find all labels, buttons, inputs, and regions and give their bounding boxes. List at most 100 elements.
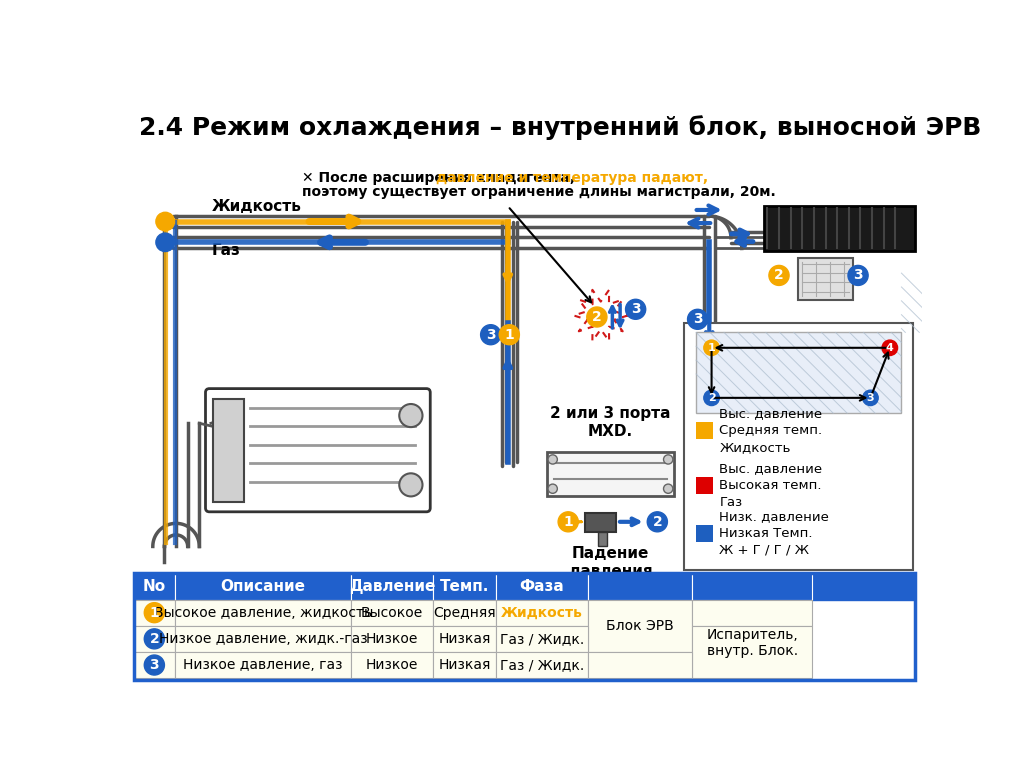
Bar	[588, 600, 692, 652]
Text: Низкое: Низкое	[366, 632, 418, 646]
Circle shape	[500, 325, 519, 345]
Bar	[432, 626, 496, 652]
FancyBboxPatch shape	[206, 389, 430, 511]
Text: Низкое давление, газ: Низкое давление, газ	[183, 658, 343, 672]
Bar	[692, 626, 812, 678]
Circle shape	[626, 300, 646, 319]
Bar	[209, 392, 426, 508]
Bar	[174, 574, 351, 600]
Text: Падение
давления: Падение давления	[567, 547, 652, 579]
Bar	[496, 600, 588, 626]
Text: Фаза: Фаза	[519, 579, 564, 594]
Circle shape	[144, 629, 165, 649]
Bar	[586, 512, 616, 531]
Text: Выс. давление
Средняя темп.
Жидкость: Выс. давление Средняя темп. Жидкость	[719, 407, 822, 454]
Bar	[696, 477, 713, 494]
Bar	[496, 574, 588, 600]
Circle shape	[769, 266, 790, 286]
Circle shape	[144, 603, 165, 623]
Text: Блок ЭРВ: Блок ЭРВ	[606, 619, 674, 633]
Bar	[684, 323, 913, 570]
Text: Газ / Жидк.: Газ / Жидк.	[500, 658, 584, 672]
Circle shape	[882, 340, 898, 356]
Text: 3: 3	[853, 269, 863, 283]
Bar	[134, 574, 915, 600]
Text: Низк. давление
Низкая Темп.
Ж + Г / Г / Ж: Низк. давление Низкая Темп. Ж + Г / Г / …	[719, 510, 829, 557]
Text: Высокое давление, жидкость: Высокое давление, жидкость	[154, 606, 372, 620]
Text: 2: 2	[774, 269, 784, 283]
Bar	[174, 600, 351, 626]
Text: 3: 3	[485, 328, 496, 342]
Bar	[696, 525, 713, 542]
Text: 2: 2	[652, 515, 663, 529]
Bar	[496, 652, 588, 678]
Bar	[547, 452, 675, 496]
Circle shape	[480, 325, 501, 345]
Circle shape	[647, 511, 668, 531]
Bar	[432, 652, 496, 678]
Text: Высокое: Высокое	[360, 606, 423, 620]
Bar	[134, 574, 915, 680]
Bar	[174, 626, 351, 652]
Text: 1: 1	[150, 606, 159, 620]
Bar	[134, 652, 174, 678]
Bar	[696, 333, 901, 413]
Bar	[799, 258, 853, 300]
Text: Давление: Давление	[349, 579, 435, 594]
Text: 3: 3	[631, 303, 640, 316]
Bar	[134, 600, 174, 626]
Circle shape	[703, 340, 719, 356]
Circle shape	[848, 266, 868, 286]
Text: 2: 2	[150, 632, 159, 646]
Text: 2: 2	[592, 310, 602, 324]
Text: Низкое давление, жидк.-газ: Низкое давление, жидк.-газ	[159, 632, 368, 646]
Bar	[351, 652, 432, 678]
Bar	[351, 600, 432, 626]
Bar	[174, 652, 351, 678]
Text: 3: 3	[150, 658, 159, 672]
Text: 3: 3	[693, 313, 702, 326]
Text: Описание: Описание	[220, 579, 305, 594]
Text: Газ / Жидк.: Газ / Жидк.	[500, 632, 584, 646]
Text: Выс. давление
Высокая темп.
Газ: Выс. давление Высокая темп. Газ	[719, 462, 822, 509]
Text: поэтому существует ограничение длины магистрали, 20м.: поэтому существует ограничение длины маг…	[302, 185, 776, 199]
Text: Низкая: Низкая	[438, 658, 490, 672]
Circle shape	[558, 511, 579, 531]
Bar	[432, 574, 496, 600]
Text: 1: 1	[563, 515, 573, 529]
Circle shape	[399, 473, 423, 496]
Text: Низкое: Низкое	[366, 658, 418, 672]
Circle shape	[703, 390, 719, 406]
Circle shape	[862, 390, 879, 406]
Text: 1: 1	[505, 328, 514, 342]
Bar	[213, 399, 245, 502]
Bar	[134, 626, 174, 652]
Text: Газ: Газ	[212, 243, 241, 257]
Text: ✕ После расширения хладагента,: ✕ После расширения хладагента,	[302, 171, 581, 185]
Text: No: No	[142, 579, 166, 594]
Circle shape	[144, 655, 165, 675]
Bar	[692, 574, 812, 600]
Text: Средняя: Средняя	[433, 606, 496, 620]
Circle shape	[664, 455, 673, 464]
Text: 1: 1	[708, 343, 716, 353]
Bar	[692, 600, 812, 626]
Bar	[351, 626, 432, 652]
Bar	[598, 531, 607, 546]
Text: Темп.: Темп.	[439, 579, 489, 594]
Bar	[351, 574, 432, 600]
Circle shape	[664, 484, 673, 493]
Circle shape	[399, 404, 423, 427]
Text: Жидкость: Жидкость	[501, 606, 583, 620]
Circle shape	[587, 307, 607, 327]
Text: 2 или 3 порта
MXD.: 2 или 3 порта MXD.	[550, 406, 671, 439]
Bar	[496, 626, 588, 652]
Bar	[588, 652, 692, 678]
Circle shape	[156, 233, 174, 252]
Text: 3: 3	[866, 393, 874, 403]
Text: 4: 4	[886, 343, 894, 353]
Bar	[764, 206, 914, 251]
Circle shape	[548, 455, 557, 464]
Bar	[696, 422, 713, 439]
Circle shape	[156, 212, 174, 230]
